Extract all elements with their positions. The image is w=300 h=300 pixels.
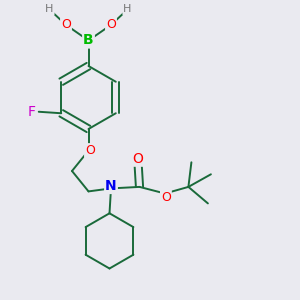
Text: H: H	[45, 4, 54, 14]
Text: O: O	[133, 152, 143, 166]
Text: O: O	[161, 190, 171, 204]
Text: B: B	[83, 34, 94, 47]
Text: O: O	[106, 18, 116, 32]
Text: O: O	[85, 144, 95, 157]
Text: H: H	[123, 4, 132, 14]
Text: O: O	[61, 18, 71, 32]
Text: F: F	[28, 105, 36, 119]
Text: N: N	[105, 179, 117, 193]
